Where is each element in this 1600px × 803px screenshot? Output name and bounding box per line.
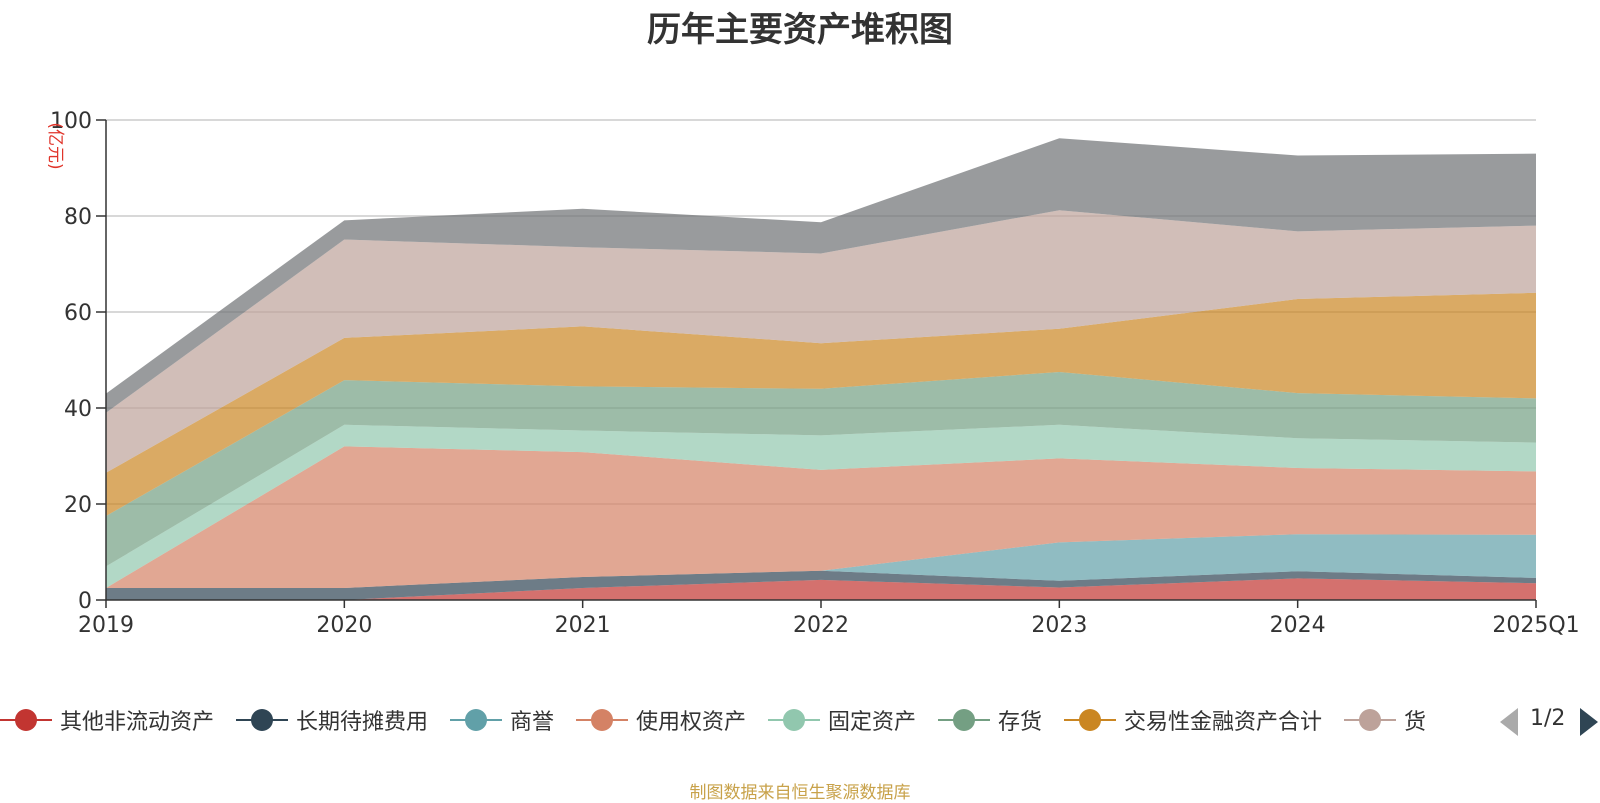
y-tick-label: 60 xyxy=(64,301,92,326)
legend-marker-icon xyxy=(0,709,52,731)
x-tick-label: 2024 xyxy=(1270,613,1326,638)
legend-marker-icon xyxy=(236,709,288,731)
legend-prev-arrow-icon[interactable] xyxy=(1500,708,1518,736)
area-series-4[interactable] xyxy=(106,446,1536,588)
legend: 其他非流动资产 长期待摊费用 商誉 使用权资产 固定资产 存货 交易性金融资产合计 货 xyxy=(0,700,1600,740)
legend-item[interactable]: 长期待摊费用 xyxy=(236,700,428,740)
legend-marker-icon xyxy=(768,709,820,731)
legend-page-indicator: 1/2 xyxy=(1530,706,1566,731)
area-series xyxy=(106,138,1536,600)
x-tick-label: 2021 xyxy=(555,613,611,638)
legend-pager: 1/2 xyxy=(1500,700,1600,740)
legend-label: 其他非流动资产 xyxy=(60,710,215,735)
data-source-note: 制图数据来自恒生聚源数据库 xyxy=(689,783,911,803)
x-tick-label: 2020 xyxy=(316,613,372,638)
legend-item[interactable]: 固定资产 xyxy=(768,700,916,740)
x-tick-label: 2022 xyxy=(793,613,849,638)
y-tick-label: 40 xyxy=(64,397,92,422)
legend-marker-icon xyxy=(938,709,990,731)
axes: 0 20 40 60 80 100 2019 2020 2021 2022 2023 2024 2025… xyxy=(45,109,1580,638)
area-series-8[interactable] xyxy=(106,210,1536,473)
x-tick-label: 2019 xyxy=(78,613,134,638)
legend-item[interactable]: 交易性金融资产合计 xyxy=(1064,700,1322,740)
legend-label: 交易性金融资产合计 xyxy=(1124,710,1323,735)
y-axis-unit-label: (亿元) xyxy=(45,122,65,169)
y-tick-label: 0 xyxy=(78,589,92,614)
legend-marker-icon xyxy=(450,709,502,731)
legend-label: 固定资产 xyxy=(828,710,917,735)
legend-label: 存货 xyxy=(998,710,1043,735)
legend-item[interactable]: 其他非流动资产 xyxy=(0,700,214,740)
stacked-area-chart: 0 20 40 60 80 100 2019 2020 2021 2022 2023 2024 2025… xyxy=(45,109,1580,638)
legend-label: 商誉 xyxy=(510,710,555,735)
legend-item[interactable]: 货 xyxy=(1344,700,1426,740)
y-tick-label: 80 xyxy=(64,205,92,230)
legend-item[interactable]: 存货 xyxy=(938,700,1042,740)
area-series-1[interactable] xyxy=(106,578,1536,600)
legend-item[interactable]: 商誉 xyxy=(450,700,554,740)
area-series-3[interactable] xyxy=(106,534,1536,588)
area-series-2[interactable] xyxy=(106,570,1536,600)
area-series-6[interactable] xyxy=(106,372,1536,567)
x-tick-label: 2025Q1 xyxy=(1492,613,1579,638)
x-tick-label: 2023 xyxy=(1031,613,1087,638)
area-series-5[interactable] xyxy=(106,424,1536,588)
legend-label: 长期待摊费用 xyxy=(296,710,429,735)
y-tick-label: 20 xyxy=(64,493,92,518)
area-series-9[interactable] xyxy=(106,138,1536,413)
legend-label: 使用权资产 xyxy=(636,710,747,735)
legend-item[interactable]: 使用权资产 xyxy=(576,700,746,740)
legend-next-arrow-icon[interactable] xyxy=(1580,708,1598,736)
chart-title: 历年主要资产堆积图 xyxy=(647,10,953,50)
legend-items: 其他非流动资产 长期待摊费用 商誉 使用权资产 固定资产 存货 交易性金融资产合计 货 xyxy=(0,700,1470,740)
area-series-7[interactable] xyxy=(106,292,1536,516)
legend-marker-icon xyxy=(1344,709,1396,731)
legend-marker-icon xyxy=(1064,709,1116,731)
legend-label: 货 xyxy=(1404,710,1427,735)
legend-marker-icon xyxy=(576,709,628,731)
y-tick-label: 100 xyxy=(50,109,92,134)
